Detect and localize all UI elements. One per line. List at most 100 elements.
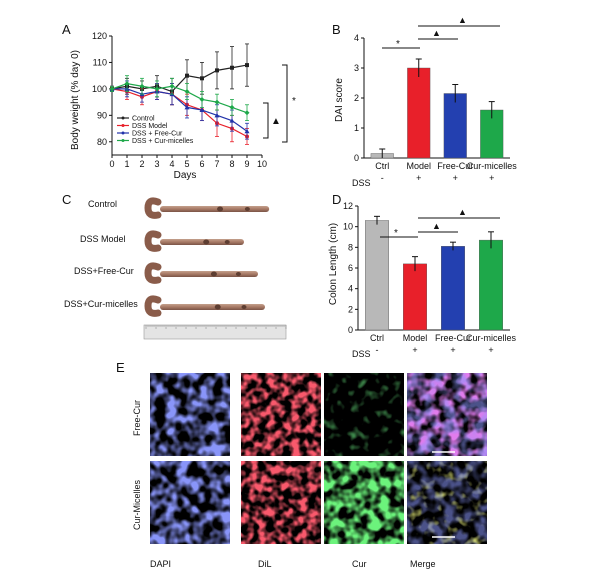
chart-d-y-tick-label: 2	[348, 304, 353, 314]
chart-a-point	[185, 73, 189, 78]
chart-a-x-tick-label: 8	[229, 159, 234, 169]
ruler	[143, 324, 287, 340]
chart-b-dss-label: DSS	[352, 178, 371, 188]
chart-d-y-axis-label: Colon Length (cm)	[328, 223, 339, 305]
body-weight-line-chart: 80 90 100 110 120 0 1 2 3 4 5 6 7 8 9 10 Days Body weig…	[70, 31, 296, 181]
chart-b-dss-mark: -	[381, 173, 384, 183]
chart-d-dss-mark: +	[488, 345, 493, 355]
chart-a-y-tick-label: 110	[93, 57, 107, 67]
row-label-cur-micelles: Cur-Micelles	[132, 480, 142, 531]
chart-a-legend-marker	[121, 131, 125, 135]
colon-content	[214, 304, 221, 310]
chart-a-legend-marker	[121, 139, 125, 142]
chart-a-x-tick-label: 3	[154, 159, 159, 169]
chart-b-triangle-1: ▲	[432, 28, 441, 38]
chart-d-y-tick-label: 6	[348, 263, 353, 273]
microscopy-tile-0-2	[324, 373, 404, 456]
colon-photo-panel: Control DSS Model DSS+Free-Cur DSS+Cur-m…	[64, 197, 287, 340]
chart-a-bracket-star	[282, 64, 288, 143]
microscopy-tile-1-0	[150, 461, 230, 544]
chart-a-point	[229, 118, 235, 123]
chart-a-x-tick-label: 2	[139, 159, 144, 169]
chart-d-bar	[403, 263, 427, 331]
microscopy-tile-1-1	[241, 461, 321, 544]
chart-a-bracket-triangle	[263, 102, 269, 139]
colon-specimen-0	[144, 197, 270, 219]
chart-a-line-2	[112, 88, 248, 132]
colon-content	[241, 305, 247, 309]
chart-a-point	[124, 81, 130, 87]
tile-dil-signal	[241, 461, 321, 544]
chart-b-star: *	[396, 39, 400, 50]
colon-body	[160, 239, 244, 245]
colon-cecum	[144, 197, 162, 219]
chart-a-y-tick-label: 100	[92, 84, 107, 94]
chart-a-point	[244, 128, 250, 134]
chart-a-point	[139, 83, 145, 89]
chart-d-category-label: Free-Cur	[435, 333, 471, 343]
chart-a-point	[200, 76, 204, 81]
chart-a-y-tick-label: 90	[97, 110, 107, 120]
chart-b-y-tick-label: 2	[354, 93, 359, 103]
chart-d-dss-mark: -	[376, 345, 379, 355]
chart-a-x-axis-label: Days	[174, 170, 197, 181]
chart-a-x-tick-label: 5	[184, 159, 189, 169]
chart-a-line-3	[111, 82, 248, 114]
tile-dapi-signal	[150, 373, 230, 456]
chart-b-bar	[407, 67, 431, 159]
colon-label-cur-micelles: DSS+Cur-micelles	[64, 299, 138, 309]
chart-a-point	[199, 96, 205, 102]
chart-d-category-label: Model	[403, 333, 428, 343]
chart-a-point	[184, 89, 190, 95]
chart-b-bar	[443, 93, 467, 159]
chart-a-point	[214, 112, 220, 118]
colon-cecum	[144, 262, 162, 284]
colon-body	[160, 206, 270, 212]
chart-a-y-axis-label: Body weight (% day 0)	[70, 50, 81, 150]
chart-d-y-tick-label: 0	[348, 325, 353, 335]
chart-a-point	[229, 104, 235, 110]
chart-a-axes: 80 90 100 110 120 0 1 2 3 4 5 6 7 8 9 10	[92, 31, 267, 169]
colon-label-free-cur: DSS+Free-Cur	[74, 266, 134, 276]
chart-a-x-tick-label: 6	[199, 159, 204, 169]
colon-label-control: Control	[88, 199, 117, 209]
chart-a-legend-marker	[121, 124, 125, 127]
panel-letter-c: C	[62, 192, 71, 207]
column-label-cur: Cur	[352, 559, 367, 569]
chart-a-legend-label: Control	[132, 116, 155, 123]
chart-d-y-tick-label: 8	[348, 242, 353, 252]
colon-content	[203, 239, 210, 245]
colon-specimen-2	[144, 262, 258, 284]
chart-b-y-tick-label: 0	[354, 153, 359, 163]
chart-a-legend-label: DSS Model	[132, 123, 168, 130]
microscopy-tile-0-3	[407, 373, 487, 456]
chart-d-category-label: Cur-micelles	[466, 333, 517, 343]
tile-dapi-signal	[150, 461, 230, 544]
chart-a-point	[109, 86, 115, 92]
chart-d-dss-mark: +	[450, 345, 455, 355]
row-label-free-cur: Free-Cur	[132, 400, 142, 436]
chart-a-point	[230, 65, 234, 70]
panel-letter-b: B	[332, 22, 341, 37]
chart-a-point	[184, 104, 190, 110]
tile-cur-signal	[324, 461, 404, 544]
chart-d-y-tick-label: 10	[343, 222, 353, 232]
tile-cur-signal	[324, 373, 404, 456]
chart-b-dss-mark: +	[453, 173, 458, 183]
chart-a-x-tick-label: 9	[244, 159, 249, 169]
chart-d-category-label: Ctrl	[370, 333, 384, 343]
colon-specimens	[144, 197, 270, 317]
chart-d-triangle-1: ▲	[432, 221, 441, 231]
chart-a-x-tick-label: 10	[257, 159, 267, 169]
chart-b-y-tick-label: 4	[354, 33, 359, 43]
panel-letter-e: E	[116, 360, 125, 375]
chart-b-dss-mark: +	[489, 173, 494, 183]
colon-cecum	[144, 230, 162, 252]
microscopy-panel: Free-Cur Cur-Micelles DAPI DiL Cur Merge	[132, 373, 487, 569]
colon-content	[224, 240, 230, 244]
chart-a-point	[214, 99, 220, 105]
chart-a-line-0	[111, 64, 248, 93]
chart-b-y-tick-label: 1	[354, 123, 359, 133]
